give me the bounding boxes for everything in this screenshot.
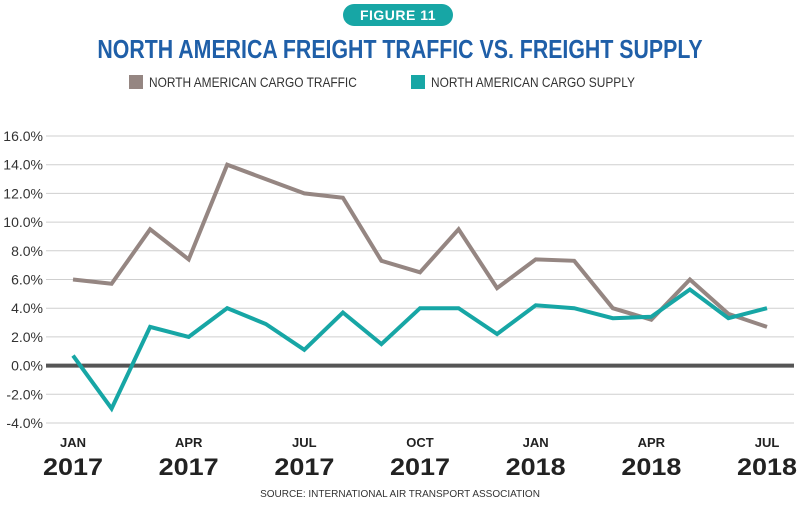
- x-tick-year: 2018: [737, 454, 797, 481]
- legend-item-supply: NORTH AMERICAN CARGO SUPPLY: [411, 74, 671, 90]
- y-tick-label: 16.0%: [3, 128, 43, 144]
- legend-label-traffic: NORTH AMERICAN CARGO TRAFFIC: [148, 74, 357, 90]
- chart-title: NORTH AMERICA FREIGHT TRAFFIC VS. FREIGH…: [97, 34, 703, 64]
- y-tick-label: -4.0%: [6, 415, 43, 431]
- legend: NORTH AMERICAN CARGO TRAFFIC NORTH AMERI…: [0, 74, 800, 90]
- y-tick-label: 0.0%: [11, 358, 43, 374]
- x-tick-month: JAN: [523, 435, 549, 450]
- figure-badge: FIGURE 11: [343, 4, 453, 26]
- x-tick-year: 2017: [390, 454, 450, 481]
- x-tick-month: JUL: [292, 435, 317, 450]
- x-tick-month: JAN: [60, 435, 86, 450]
- x-tick-year: 2017: [274, 454, 334, 481]
- y-tick-label: 10.0%: [3, 214, 43, 230]
- y-tick-label: 2.0%: [11, 329, 43, 345]
- source-note: SOURCE: INTERNATIONAL AIR TRANSPORT ASSO…: [260, 489, 540, 500]
- y-tick-label: -2.0%: [6, 386, 43, 402]
- series-line-supply: [71, 287, 768, 413]
- x-tick-month: APR: [175, 435, 203, 450]
- y-tick-label: 12.0%: [3, 185, 43, 201]
- y-tick-label: 6.0%: [11, 272, 43, 288]
- x-tick-year: 2018: [621, 454, 681, 481]
- y-tick-label: 14.0%: [3, 157, 43, 173]
- y-tick-label: 4.0%: [11, 300, 43, 316]
- x-tick-month: JUL: [755, 435, 780, 450]
- x-tick-month: OCT: [406, 435, 434, 450]
- x-tick-year: 2018: [506, 454, 566, 481]
- legend-item-traffic: NORTH AMERICAN CARGO TRAFFIC: [128, 74, 394, 90]
- legend-swatch-supply: [411, 75, 426, 89]
- x-tick-year: 2017: [159, 454, 219, 481]
- series-line-traffic: [72, 162, 768, 329]
- y-tick-label: 8.0%: [11, 243, 43, 259]
- legend-label-supply: NORTH AMERICAN CARGO SUPPLY: [431, 74, 636, 90]
- x-tick-year: 2017: [43, 454, 103, 481]
- x-tick-month: APR: [638, 435, 666, 450]
- legend-swatch-traffic: [128, 75, 143, 89]
